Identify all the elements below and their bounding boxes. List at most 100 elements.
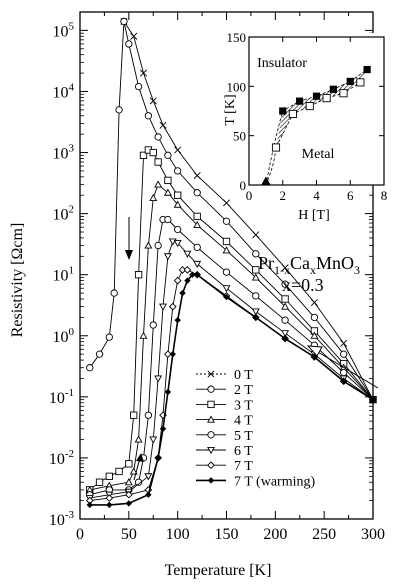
series-0-t-point [310,299,318,307]
cooling-arrow-right-head [306,345,323,357]
warming-arrow-up-shaft [133,457,141,481]
legend-0-t-swatch-marker [207,370,215,378]
series-3-t-point [164,176,172,185]
y-tick-exponent: 1 [69,265,75,277]
series-0-t-point [130,32,138,40]
series-7-t-warming-point [86,501,93,509]
series-4-t-point [310,331,319,339]
series-2-t-point [193,189,201,197]
compound-mno: MnO [316,253,354,273]
y-tick-exponent: 5 [69,20,75,32]
series-2-t-point [115,106,123,114]
cooling-arrow-right-shaft [317,351,379,389]
legend-6-t-swatch-marker [207,446,215,455]
series-3-t-point [130,411,138,419]
series-2-t-point [340,350,348,358]
series-2-t-point [120,17,128,26]
compound-sub-1x: 1-x [274,263,290,277]
inset-insulator-label: Insulator [257,56,307,71]
series-7-t-warming-point [189,271,196,278]
series-5-t-point [174,225,182,234]
legend-5-t-swatch-marker [207,431,215,439]
inset-x-tick-label: 0 [246,188,253,203]
series-0-t-point-stroke [149,97,157,105]
inset-upper-boundary [265,69,368,186]
series-0-t-point [139,69,148,77]
series-6-t-point [251,308,260,316]
series-0-t-point [340,339,348,347]
y-tick-label: 10-3 [49,509,75,529]
series-6-t-point [149,436,158,444]
inset-phase-diagram: 0 2 4 6 8 0 50 100 150 Insulator Metal H [T] T [… [223,30,388,223]
series-0-t-point-stroke [174,146,182,154]
y-tick-label: 10-2 [49,448,74,468]
inset-filled-square [296,97,304,105]
inset-filled-square [346,77,354,85]
inset-y-tick-label: 150 [227,30,247,45]
legend-0-t-swatch-marker-stroke [207,370,215,378]
y-tick-exponent: -1 [65,387,74,399]
series-7-t-warming-point [252,314,259,321]
legend-4-t-swatch-marker [207,415,215,423]
series-0-t-point-stroke [222,199,231,207]
series-3-t-point [149,148,157,157]
series-3-t-point [154,158,162,166]
legend-3-t-label: 3 T [234,398,253,413]
series-3-t-point [222,237,231,246]
series-7-t-warming-point [145,491,152,498]
y-tick-label: 101 [53,265,75,285]
main-x-tick-labels: 0 50 100 150 200 250 300 [76,526,385,543]
warming-arrow-up-head [136,453,144,462]
main-plot: 0 50 100 150 200 250 300 10-310-210-1100101102… [9,11,385,579]
series-5-t-point [149,321,157,329]
x-tick-label: 150 [215,526,239,543]
series-2-t-point [154,133,162,141]
series-2-t-point [105,333,113,341]
series-4-t-point [124,478,133,486]
y-axis-label: Resistivity [Ωcm] [9,223,26,338]
series-5-t-point [252,292,260,300]
series-5-t-point [222,268,231,276]
series-7-t-point [124,490,133,499]
inset-filled-square [312,92,321,100]
x-tick-label: 300 [361,526,385,543]
compound-sub-3: 3 [354,263,360,277]
inset-x-tick-label: 6 [347,188,354,203]
y-tick-label: 104 [53,81,75,101]
inset-lower-boundary [265,82,361,186]
series-7-t-warming-point [281,335,289,342]
compound-ca: Ca [290,253,310,273]
x-tick-label: 0 [76,526,84,543]
y-tick-label: 100 [53,326,75,346]
inset-open-square [305,102,314,111]
y-tick-exponent: -2 [65,448,74,460]
y-tick-base: 10 [53,84,69,101]
y-tick-base: 10 [49,390,65,407]
legend: 0 T2 T3 T4 T5 T6 T7 T7 T (warming) [196,368,315,489]
series-6-t-point [154,375,163,383]
series-6-t-point [159,303,167,311]
series-7-t-warming-point [159,425,167,432]
series-2-t-point [144,112,153,120]
series-4-t-point [129,467,138,475]
series-7-t-point [164,350,172,358]
inset-frame [248,36,385,186]
y-tick-label: 10-1 [49,387,74,407]
series-7-t-warming-point [184,277,191,284]
legend-6-t-label: 6 T [234,444,253,459]
series-4-t-point [154,180,163,188]
y-tick-label: 103 [53,143,75,163]
inset-filled-square [279,107,287,115]
legend-0-t-label: 0 T [234,368,253,383]
series-4-t-point [281,302,290,310]
series-0-t-point [252,231,260,239]
series-7-t-point [173,276,182,285]
inset-open-square [288,109,297,119]
series-2-t-point [222,217,231,225]
series-4-t-point [144,241,153,249]
series-3-t-point [115,467,123,476]
series-7-t-warming-point [106,501,113,509]
inset-y-axis-label: T [K] [223,94,238,125]
series-6-t-point [193,260,202,269]
legend-2-t-label: 2 T [234,383,253,398]
